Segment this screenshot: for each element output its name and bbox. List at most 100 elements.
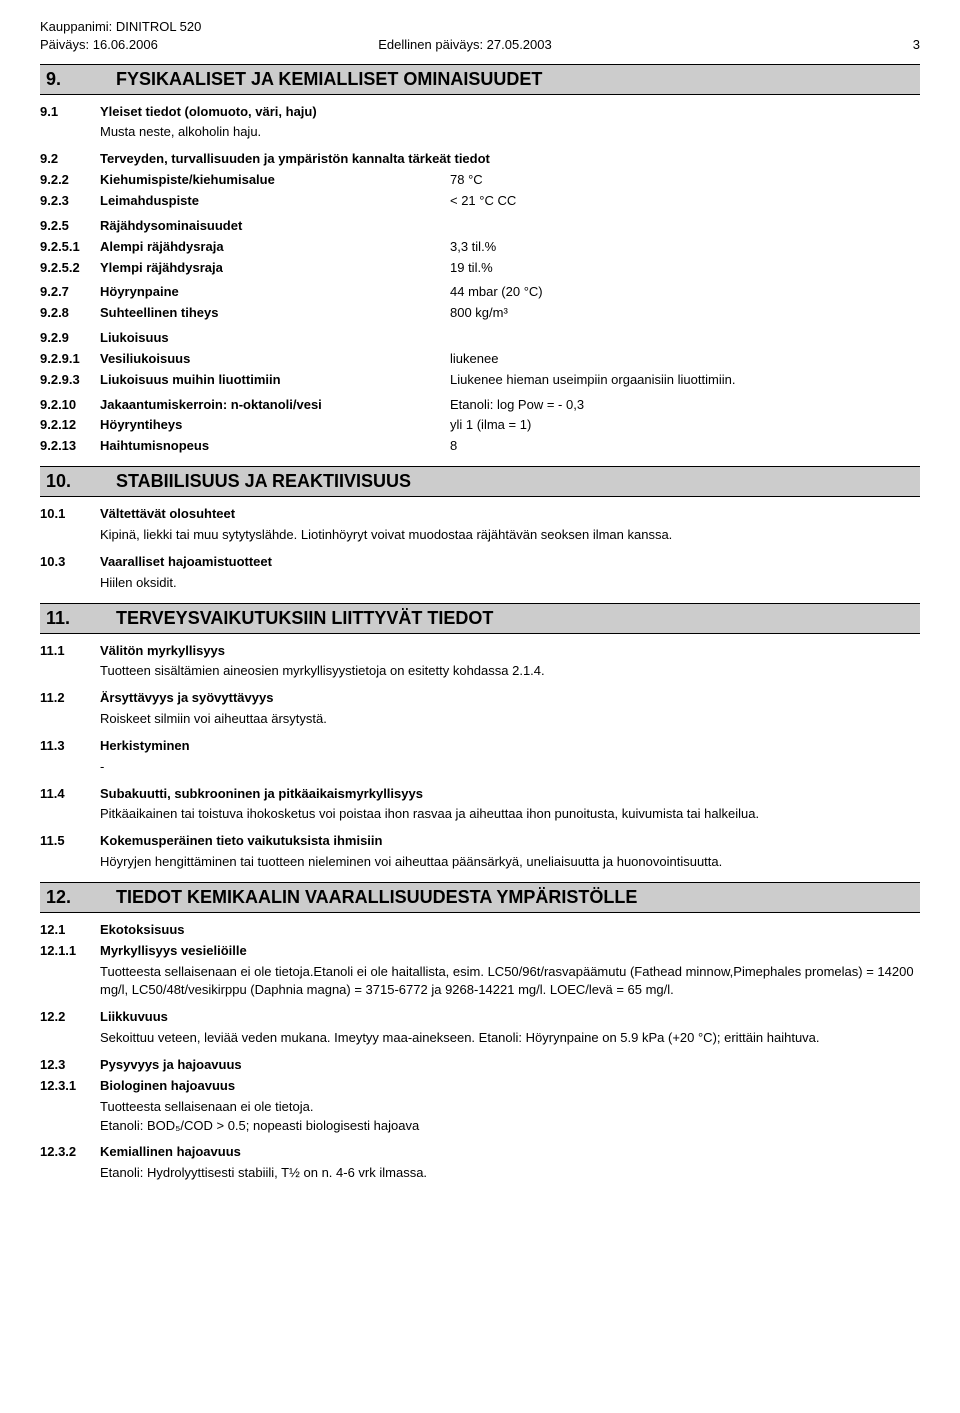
label-11-2: Ärsyttävyys ja syövyttävyys	[100, 689, 920, 708]
body-11-5: Höyryjen hengittäminen tai tuotteen niel…	[100, 853, 920, 872]
num-9-2-9: 9.2.9	[40, 329, 100, 348]
row-9-2-10: 9.2.10 Jakaantumiskerroin: n-oktanoli/ve…	[40, 396, 920, 415]
row-9-2-9: 9.2.9 Liukoisuus	[40, 329, 920, 348]
label-9-2-3: Leimahduspiste	[100, 192, 450, 211]
body-12-1-1: Tuotteesta sellaisenaan ei ole tietoja.E…	[100, 963, 920, 1001]
page-number: 3	[890, 36, 920, 54]
body-12-3-1: Tuotteesta sellaisenaan ei ole tietoja.	[100, 1098, 920, 1117]
section-10-title: STABIILISUUS JA REAKTIIVISUUS	[116, 471, 411, 492]
label-9-2-5-2: Ylempi räjähdysraja	[100, 259, 450, 278]
val-9-2-8: 800 kg/m³	[450, 304, 920, 323]
num-11-1: 11.1	[40, 642, 100, 661]
num-9-2-8: 9.2.8	[40, 304, 100, 323]
label-9-2-2: Kiehumispiste/kiehumisalue	[100, 171, 450, 190]
num-9-2-7: 9.2.7	[40, 283, 100, 302]
section-12-bar: 12. TIEDOT KEMIKAALIN VAARALLISUUDESTA Y…	[40, 882, 920, 913]
section-9-bar: 9. FYSIKAALISET JA KEMIALLISET OMINAISUU…	[40, 64, 920, 95]
section-9-title: FYSIKAALISET JA KEMIALLISET OMINAISUUDET	[116, 69, 542, 90]
num-9-2-5-2: 9.2.5.2	[40, 259, 100, 278]
num-10-3: 10.3	[40, 553, 100, 572]
num-9-2-5: 9.2.5	[40, 217, 100, 236]
row-9-2-7: 9.2.7 Höyrynpaine 44 mbar (20 °C)	[40, 283, 920, 302]
label-11-5: Kokemusperäinen tieto vaikutuksista ihmi…	[100, 832, 920, 851]
num-9-2-12: 9.2.12	[40, 416, 100, 435]
trade-name: Kauppanimi: DINITROL 520	[40, 18, 201, 36]
row-9-2-5-1: 9.2.5.1 Alempi räjähdysraja 3,3 til.%	[40, 238, 920, 257]
val-9-2-9-3: Liukenee hieman useimpiin orgaanisiin li…	[450, 371, 920, 390]
row-9-2-5: 9.2.5 Räjähdysominaisuudet	[40, 217, 920, 236]
num-11-5: 11.5	[40, 832, 100, 851]
label-9-2-5: Räjähdysominaisuudet	[100, 217, 920, 236]
label-12-1: Ekotoksisuus	[100, 921, 920, 940]
label-12-3-1: Biologinen hajoavuus	[100, 1077, 920, 1096]
body-11-3: -	[100, 758, 920, 777]
body-12-2: Sekoittuu veteen, leviää veden mukana. I…	[100, 1029, 920, 1048]
row-9-1: 9.1 Yleiset tiedot (olomuoto, väri, haju…	[40, 103, 920, 122]
row-12-3: 12.3 Pysyvyys ja hajoavuus	[40, 1056, 920, 1075]
row-10-3: 10.3 Vaaralliset hajoamistuotteet	[40, 553, 920, 572]
body-10-1: Kipinä, liekki tai muu sytytyslähde. Lio…	[100, 526, 920, 545]
row-9-2-3: 9.2.3 Leimahduspiste < 21 °C CC	[40, 192, 920, 211]
num-12-3: 12.3	[40, 1056, 100, 1075]
row-11-2: 11.2 Ärsyttävyys ja syövyttävyys	[40, 689, 920, 708]
section-10-num: 10.	[46, 471, 92, 492]
row-12-3-2: 12.3.2 Kemiallinen hajoavuus	[40, 1143, 920, 1162]
row-11-4: 11.4 Subakuutti, subkrooninen ja pitkäai…	[40, 785, 920, 804]
label-12-3-2: Kemiallinen hajoavuus	[100, 1143, 920, 1162]
num-12-1-1: 12.1.1	[40, 942, 100, 961]
num-9-2-13: 9.2.13	[40, 437, 100, 456]
label-12-2: Liikkuvuus	[100, 1008, 920, 1027]
previous-date: Edellinen päiväys: 27.05.2003	[40, 36, 890, 54]
val-9-2-3: < 21 °C CC	[450, 192, 920, 211]
row-12-2: 12.2 Liikkuvuus	[40, 1008, 920, 1027]
label-11-3: Herkistyminen	[100, 737, 920, 756]
label-10-1: Vältettävät olosuhteet	[100, 505, 920, 524]
label-9-2: Terveyden, turvallisuuden ja ympäristön …	[100, 150, 920, 169]
row-10-1: 10.1 Vältettävät olosuhteet	[40, 505, 920, 524]
num-9-2-10: 9.2.10	[40, 396, 100, 415]
row-9-2-8: 9.2.8 Suhteellinen tiheys 800 kg/m³	[40, 304, 920, 323]
val-9-2-5-2: 19 til.%	[450, 259, 920, 278]
page-container: Kauppanimi: DINITROL 520 Päiväys: 16.06.…	[0, 0, 960, 1231]
section-11-title: TERVEYSVAIKUTUKSIIN LIITTYVÄT TIEDOT	[116, 608, 493, 629]
row-12-3-1: 12.3.1 Biologinen hajoavuus	[40, 1077, 920, 1096]
label-12-1-1: Myrkyllisyys vesieliöille	[100, 942, 920, 961]
label-11-1: Välitön myrkyllisyys	[100, 642, 920, 661]
val-9-2-2: 78 °C	[450, 171, 920, 190]
label-9-2-13: Haihtumisnopeus	[100, 437, 450, 456]
label-9-2-8: Suhteellinen tiheys	[100, 304, 450, 323]
body-9-1: Musta neste, alkoholin haju.	[100, 123, 920, 142]
num-11-4: 11.4	[40, 785, 100, 804]
num-12-2: 12.2	[40, 1008, 100, 1027]
num-9-2-2: 9.2.2	[40, 171, 100, 190]
row-9-2-12: 9.2.12 Höyryntiheys yli 1 (ilma = 1)	[40, 416, 920, 435]
body-11-1: Tuotteen sisältämien aineosien myrkyllis…	[100, 662, 920, 681]
body-11-4: Pitkäaikainen tai toistuva ihokosketus v…	[100, 805, 920, 824]
num-9-1: 9.1	[40, 103, 100, 122]
label-11-4: Subakuutti, subkrooninen ja pitkäaikaism…	[100, 785, 920, 804]
body-11-2: Roiskeet silmiin voi aiheuttaa ärsytystä…	[100, 710, 920, 729]
label-10-3: Vaaralliset hajoamistuotteet	[100, 553, 920, 572]
num-11-2: 11.2	[40, 689, 100, 708]
section-12-title: TIEDOT KEMIKAALIN VAARALLISUUDESTA YMPÄR…	[116, 887, 637, 908]
label-9-2-10: Jakaantumiskerroin: n-oktanoli/vesi	[100, 396, 450, 415]
num-9-2-9-3: 9.2.9.3	[40, 371, 100, 390]
row-12-1-1: 12.1.1 Myrkyllisyys vesieliöille	[40, 942, 920, 961]
body-12-3-2: Etanoli: Hydrolyyttisesti stabiili, T½ o…	[100, 1164, 920, 1183]
label-9-1: Yleiset tiedot (olomuoto, väri, haju)	[100, 103, 920, 122]
row-9-2-9-1: 9.2.9.1 Vesiliukoisuus liukenee	[40, 350, 920, 369]
row-12-1: 12.1 Ekotoksisuus	[40, 921, 920, 940]
section-12-num: 12.	[46, 887, 92, 908]
row-9-2-5-2: 9.2.5.2 Ylempi räjähdysraja 19 til.%	[40, 259, 920, 278]
num-9-2-5-1: 9.2.5.1	[40, 238, 100, 257]
page-header-right: Edellinen päiväys: 27.05.2003 3	[40, 36, 920, 54]
label-9-2-5-1: Alempi räjähdysraja	[100, 238, 450, 257]
section-11-num: 11.	[46, 608, 92, 629]
num-11-3: 11.3	[40, 737, 100, 756]
num-12-3-2: 12.3.2	[40, 1143, 100, 1162]
row-11-5: 11.5 Kokemusperäinen tieto vaikutuksista…	[40, 832, 920, 851]
num-9-2-3: 9.2.3	[40, 192, 100, 211]
val-9-2-10: Etanoli: log Pow = - 0,3	[450, 396, 920, 415]
val-9-2-12: yli 1 (ilma = 1)	[450, 416, 920, 435]
label-12-3: Pysyvyys ja hajoavuus	[100, 1056, 920, 1075]
